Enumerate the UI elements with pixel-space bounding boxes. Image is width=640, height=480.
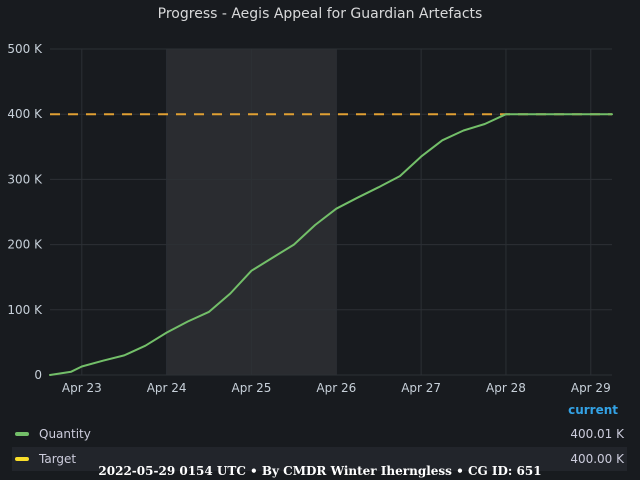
x-tick-label: Apr 27 xyxy=(401,381,441,395)
x-tick-label: Apr 28 xyxy=(486,381,526,395)
legend-item-value: 400.00 K xyxy=(570,452,624,466)
x-tick-label: Apr 29 xyxy=(571,381,611,395)
quantity-data-point xyxy=(144,345,147,347)
quantity-data-point xyxy=(335,208,337,210)
x-tick-label: Apr 25 xyxy=(232,381,272,395)
quantity-data-point xyxy=(123,354,125,357)
progress-chart: 0 100 K 200 K 300 K 400 K 500 K Apr 23 Apr 24 Ap… xyxy=(7,42,613,395)
x-tick-label: Apr 23 xyxy=(62,381,102,395)
quantity-data-point xyxy=(187,320,189,323)
y-tick-label: 100 K xyxy=(7,303,43,317)
quantity-data-point xyxy=(49,374,51,376)
target-swatch xyxy=(15,457,29,461)
quantity-data-point xyxy=(314,224,316,226)
quantity-data-point xyxy=(102,360,104,362)
y-tick-label: 0 xyxy=(34,368,42,382)
legend-item-label: Target xyxy=(39,452,77,466)
quantity-data-point xyxy=(272,257,274,259)
quantity-data-point xyxy=(526,113,528,115)
quantity-series-line xyxy=(49,113,613,376)
legend-header-current[interactable]: current xyxy=(568,403,618,417)
y-tick-label: 500 K xyxy=(7,42,43,56)
quantity-data-point xyxy=(611,113,613,115)
footer-credit: 2022-05-29 0154 UTC • By CMDR Winter Ihe… xyxy=(98,464,542,478)
quantity-data-point xyxy=(399,175,401,177)
quantity-data-point xyxy=(484,123,486,125)
quantity-data-point xyxy=(166,332,168,334)
quantity-data-point xyxy=(420,155,422,158)
quantity-data-point xyxy=(250,270,253,272)
quantity-data-point xyxy=(568,113,571,115)
quantity-data-point xyxy=(81,365,83,368)
y-tick-label: 400 K xyxy=(7,107,43,121)
legend-item-quantity[interactable]: Quantity 400.01 K xyxy=(12,422,627,446)
legend-item-target[interactable]: Target 400.00 K xyxy=(12,447,627,471)
legend-item-value: 400.01 K xyxy=(570,427,624,441)
legend-item-label: Quantity xyxy=(39,427,91,441)
y-tick-label: 200 K xyxy=(7,238,43,252)
quantity-data-point xyxy=(356,197,359,199)
quantity-data-point xyxy=(293,244,295,246)
quantity-data-point xyxy=(70,371,72,373)
x-tick-label: Apr 26 xyxy=(316,381,356,395)
x-tick-label: Apr 24 xyxy=(147,381,187,395)
quantity-data-point xyxy=(378,186,380,188)
quantity-data-point xyxy=(590,113,592,115)
chart-title: Progress - Aegis Appeal for Guardian Art… xyxy=(157,6,483,22)
quantity-data-point xyxy=(462,129,465,132)
quantity-data-point xyxy=(229,292,231,295)
quantity-swatch xyxy=(15,432,29,436)
quantity-data-point xyxy=(208,311,210,313)
quantity-data-point xyxy=(441,139,443,141)
y-tick-label: 300 K xyxy=(7,172,43,186)
quantity-data-point xyxy=(547,113,549,115)
quantity-data-point xyxy=(505,113,507,115)
